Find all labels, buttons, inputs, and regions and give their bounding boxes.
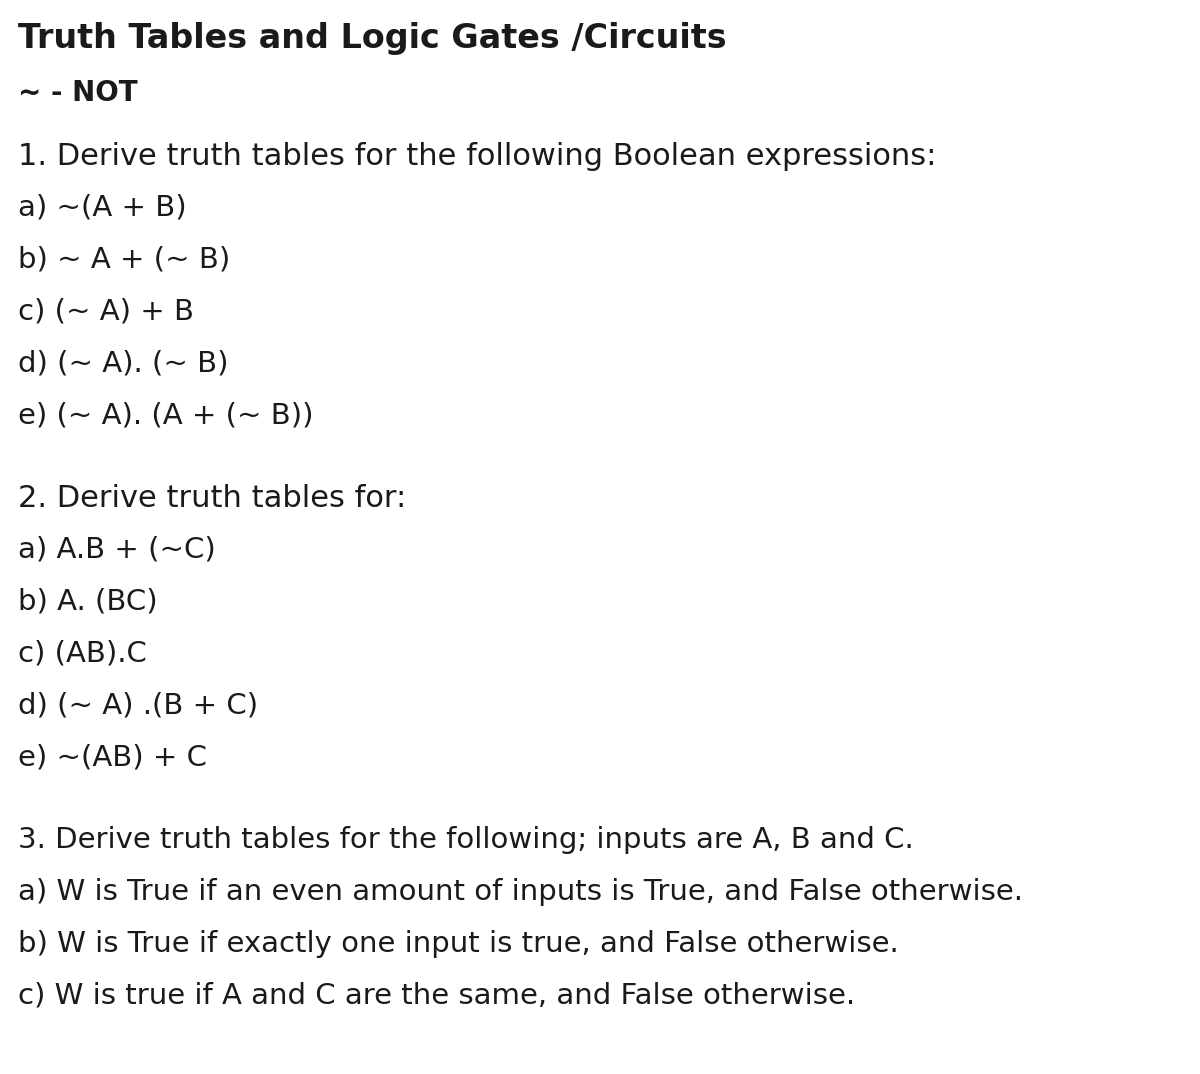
Text: c) (AB).C: c) (AB).C	[18, 640, 146, 668]
Text: b) ~ A + (~ B): b) ~ A + (~ B)	[18, 246, 230, 274]
Text: a) ~(A + B): a) ~(A + B)	[18, 193, 187, 221]
Text: b) W is True if exactly one input is true, and False otherwise.: b) W is True if exactly one input is tru…	[18, 930, 899, 958]
Text: c) (~ A) + B: c) (~ A) + B	[18, 297, 194, 325]
Text: ~ - NOT: ~ - NOT	[18, 79, 138, 107]
Text: c) W is true if A and C are the same, and False otherwise.: c) W is true if A and C are the same, an…	[18, 982, 856, 1010]
Text: 2. Derive truth tables for:: 2. Derive truth tables for:	[18, 483, 407, 512]
Text: b) A. (BC): b) A. (BC)	[18, 587, 157, 615]
Text: a) A.B + (~C): a) A.B + (~C)	[18, 536, 216, 564]
Text: 3. Derive truth tables for the following; inputs are A, B and C.: 3. Derive truth tables for the following…	[18, 826, 913, 854]
Text: d) (~ A) .(B + C): d) (~ A) .(B + C)	[18, 692, 258, 720]
Text: Truth Tables and Logic Gates /Circuits: Truth Tables and Logic Gates /Circuits	[18, 21, 727, 55]
Text: e) ~(AB) + C: e) ~(AB) + C	[18, 743, 208, 771]
Text: d) (~ A). (~ B): d) (~ A). (~ B)	[18, 350, 228, 378]
Text: e) (~ A). (A + (~ B)): e) (~ A). (A + (~ B))	[18, 402, 313, 430]
Text: a) W is True if an even amount of inputs is True, and False otherwise.: a) W is True if an even amount of inputs…	[18, 877, 1022, 905]
Text: 1. Derive truth tables for the following Boolean expressions:: 1. Derive truth tables for the following…	[18, 142, 936, 171]
